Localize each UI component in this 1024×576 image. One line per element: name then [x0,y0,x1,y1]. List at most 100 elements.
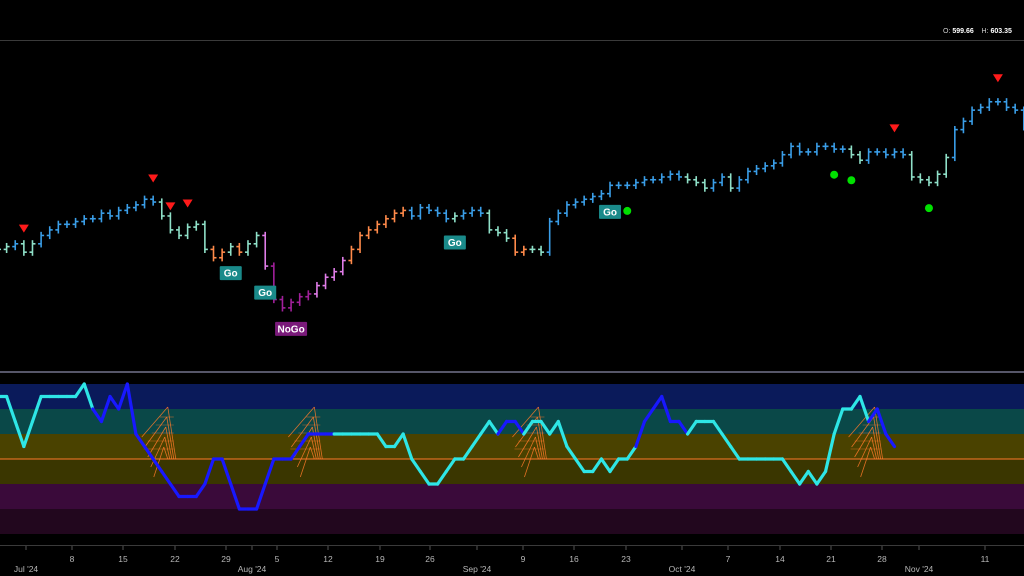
price-bar [72,217,79,228]
price-bar [279,295,286,312]
oscillator-segment [720,432,733,449]
buy-marker [830,170,839,179]
price-bar [98,209,105,223]
price-bar [184,223,191,240]
oscillator-segment [151,457,164,474]
price-bar [339,256,346,276]
price-bar [253,231,260,248]
price-bar [934,170,941,187]
bracket-line [848,406,875,438]
price-bar [632,178,639,189]
price-bar [960,117,967,134]
oscillator-segment [522,419,535,436]
price-bar [770,159,777,170]
price-bar [986,98,993,111]
oscillator-segment [168,482,181,499]
price-bar [167,212,174,234]
price-bar [667,170,674,181]
oscillator-segment [823,432,836,474]
label-text: Go [448,238,462,249]
price-bar [857,151,863,164]
oscillator-segment [625,444,638,461]
price-bar [538,245,545,256]
oscillator-line [0,382,897,511]
price-bar [443,209,450,223]
oscillator-segment [634,419,647,449]
buy-marker [924,204,933,213]
oscillator-segment [780,457,793,474]
bracket-line [166,416,175,460]
price-bar [348,245,355,265]
price-bar [762,162,769,173]
price-bar [779,151,786,167]
oscillator-segment [410,457,422,474]
oscillator-segment [418,469,431,486]
bracket-line [309,446,315,460]
nogo-label: NoGo [275,321,308,336]
bracket-line [535,436,541,460]
bracket-line [518,426,537,458]
ohlc-readout: O: 599.66 H: 603.35 [943,28,1012,35]
oscillator-segment [677,419,690,436]
oscillator-segment [798,469,810,486]
price-bar [141,195,148,209]
high-label: H: [981,28,989,35]
price-bar [124,203,131,215]
bracket-line [857,436,872,468]
price-bar [943,153,950,178]
price-bar [736,176,743,192]
price-bar [201,220,208,254]
oscillator-segment [599,457,612,474]
price-bar [925,176,932,187]
oscillator-segment [444,457,457,474]
price-bar [908,151,915,181]
price-bar [434,206,441,217]
price-bar [244,240,251,256]
price-bar [900,148,907,159]
x-tick-label: 16 [569,554,579,564]
price-bar [3,242,10,254]
oscillator-segment [117,382,129,411]
bracket-line [534,446,539,460]
price-bar [313,281,320,298]
price-bar [400,206,407,217]
bracket-line [860,446,871,478]
oscillator-segment [392,432,405,449]
price-bar [382,215,389,228]
price-bar [822,142,829,150]
bracket-line [150,436,166,468]
price-bar [727,173,734,192]
oscillator-segment [875,407,888,436]
label-text: Go [603,207,617,218]
price-bars [0,98,1024,312]
price-bar [546,217,553,256]
oscillator-bracket [848,406,884,478]
go-label: Go [254,285,277,300]
price-bar [176,226,183,240]
price-bar [12,240,19,251]
price-bar [63,220,70,228]
price-bar [227,242,234,256]
sell-marker [148,174,159,183]
price-bar [581,195,588,206]
x-tick-label: 8 [70,554,75,564]
x-tick-label: 26 [425,554,435,564]
x-tick-label: 22 [170,554,180,564]
sell-marker [18,224,29,233]
oscillator-segment [711,419,724,436]
price-bar [555,209,562,226]
price-bar [219,248,226,262]
oscillator-segment [263,457,276,486]
label-box [219,266,242,281]
price-bar [210,245,217,262]
bracket-line [147,426,167,458]
x-tick-label: Sep '24 [463,564,492,574]
x-tick-label: 19 [375,554,385,564]
oscillator-segment [82,382,95,411]
x-tick-label: Jul '24 [14,564,39,574]
oscillator-segment [815,469,828,486]
oscillator-segment [99,394,112,424]
oscillator-segment [513,419,526,436]
x-tick-label: Oct '24 [669,564,696,574]
